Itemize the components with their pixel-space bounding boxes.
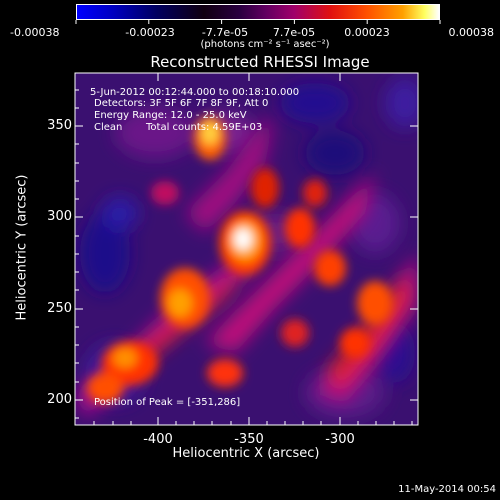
colorbar-tick-label-5: 0.00023: [344, 26, 390, 39]
time-range-label: 5-Jun-2012 00:12:44.000 to 00:18:10.000: [90, 87, 300, 98]
y-tick-label: 250: [47, 301, 72, 316]
colorbar-tick-label-6: 0.00038: [448, 26, 495, 39]
rhessi-image: [75, 73, 418, 425]
colorbar-tick-label-4: 7.7e-05: [272, 26, 316, 39]
y-tick-label: 300: [47, 209, 72, 224]
colorbar: [76, 4, 440, 20]
plot-title: Reconstructed RHESSI Image: [150, 53, 370, 71]
colorbar-ticks: [75, 20, 441, 24]
algorithm-label: Clean: [94, 122, 123, 133]
colorbar-tick-label-3: -7.7e-05: [201, 26, 249, 39]
y-axis-label: Heliocentric Y (arcsec): [14, 174, 30, 321]
x-tick-label: -400: [143, 432, 173, 447]
rhessi-image-svg: [75, 73, 418, 425]
y-tick-label: 200: [47, 392, 72, 407]
hot-regions: [87, 116, 393, 403]
colorbar-tick-label-1: -0.00038: [10, 26, 60, 39]
footer-timestamp: 11-May-2014 00:54: [398, 484, 496, 495]
energy-range-label: Energy Range: 12.0 - 25.0 keV: [94, 110, 247, 121]
colorbar-units-label: (photons cm⁻² s⁻¹ asec⁻²): [200, 39, 330, 50]
peak-position-label: Position of Peak = [-351,286]: [94, 397, 241, 408]
x-tick-label: -350: [234, 432, 264, 447]
total-counts-label: Total counts: 4.59E+03: [146, 122, 263, 133]
y-tick-marks: [75, 89, 418, 419]
x-axis-label: Heliocentric X (arcsec): [172, 446, 320, 461]
colorbar-tick-label-2: -0.00023: [125, 26, 175, 39]
x-tick-label: -300: [325, 432, 355, 447]
detectors-label: Detectors: 3F 5F 6F 7F 8F 9F, Att 0: [94, 98, 269, 109]
y-tick-label: 350: [47, 118, 72, 133]
x-tick-marks: [93, 73, 413, 425]
